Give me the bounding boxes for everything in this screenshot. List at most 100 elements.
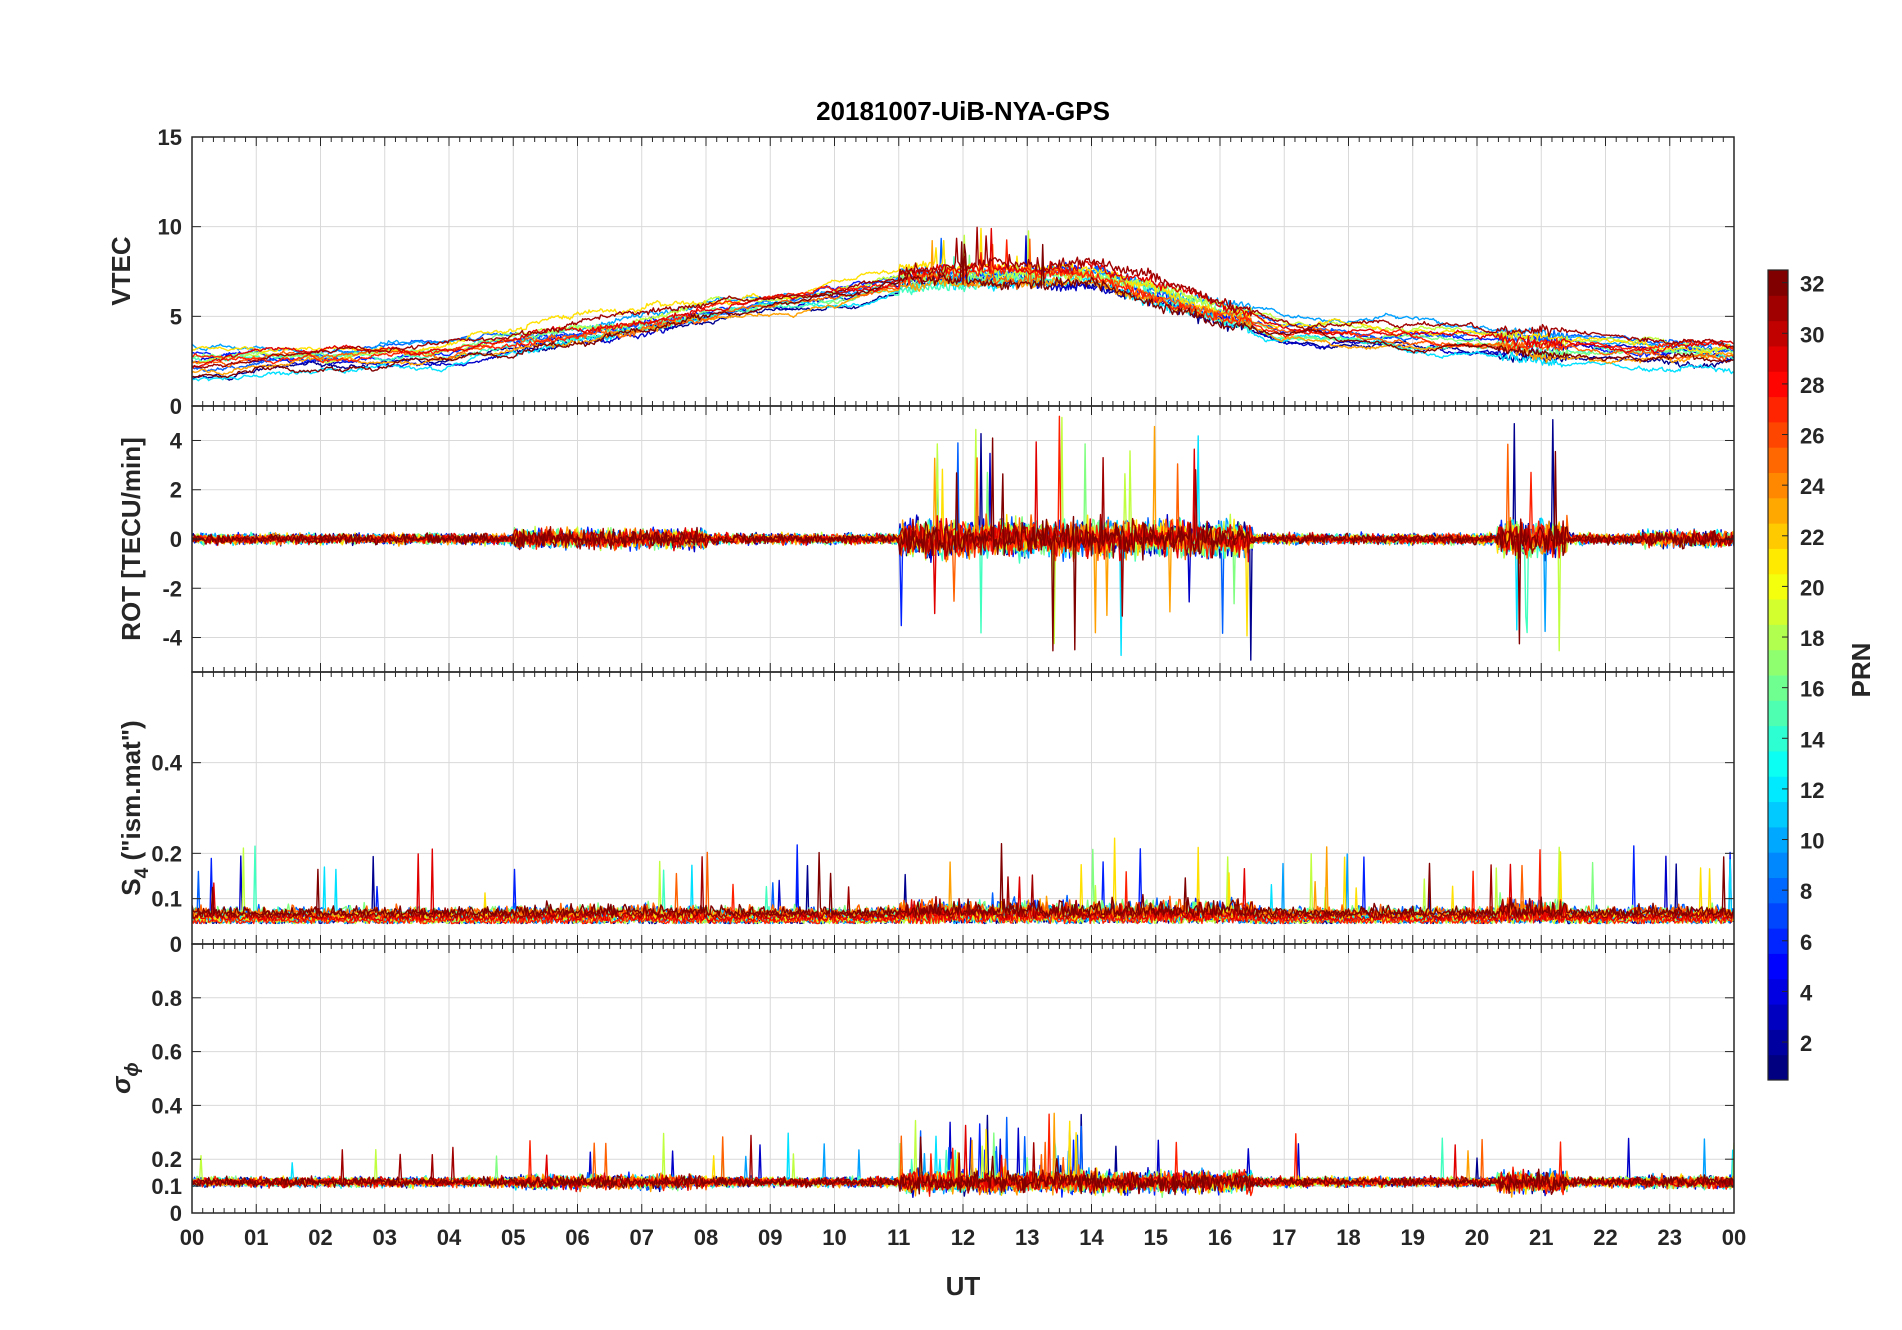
y-tick-label: -2	[162, 576, 182, 601]
colorbar-tick-label: 28	[1800, 373, 1824, 398]
rot-panel: -4 -2 0 2 4 ROT [TECU/min]	[116, 405, 1735, 673]
y-tick-label: -4	[162, 626, 182, 651]
y-tick-label: 0	[170, 527, 182, 552]
x-tick-label: 00	[1722, 1225, 1746, 1250]
y-tick-label: 0.4	[151, 751, 182, 776]
y-tick-label: 0	[170, 1201, 182, 1226]
colorbar-level	[1768, 523, 1788, 549]
x-tick-label: 19	[1401, 1225, 1425, 1250]
y-tick-label: 0.1	[151, 1174, 182, 1199]
vtec-panel: 0 5 10 15 VTEC	[106, 125, 1735, 419]
colorbar-tick-label: 30	[1800, 322, 1824, 347]
colorbar-level	[1768, 928, 1788, 954]
colorbar-level	[1768, 750, 1788, 777]
colorbar-tick-label: 20	[1800, 575, 1824, 600]
x-tick-label: 13	[1015, 1225, 1039, 1250]
y-axis-label: ROT [TECU/min]	[116, 437, 146, 641]
colorbar-level	[1768, 421, 1788, 448]
series-group	[192, 226, 1734, 382]
y-tick-label: 15	[158, 125, 182, 150]
series-line	[192, 843, 1734, 917]
colorbar-tick-label: 2	[1800, 1031, 1812, 1056]
x-tick-label: 16	[1208, 1225, 1232, 1250]
colorbar-frame	[1767, 269, 1789, 1081]
colorbar-level	[1768, 548, 1788, 575]
colorbar-level	[1768, 776, 1788, 803]
y-axis-label-sub: 4	[132, 867, 153, 878]
series-line	[192, 1134, 1734, 1194]
y-tick-label: 0.4	[151, 1093, 182, 1118]
x-tick-label: 12	[951, 1225, 975, 1250]
colorbar-level	[1768, 725, 1788, 752]
y-tick-label: 5	[170, 304, 182, 329]
y-tick-label: 0.8	[151, 986, 182, 1011]
colorbar-tick-label: 12	[1800, 778, 1824, 803]
colorbar-level	[1768, 826, 1788, 853]
x-tick-label: 11	[887, 1225, 910, 1250]
colorbar-level	[1768, 675, 1788, 701]
colorbar-level	[1768, 649, 1788, 676]
x-tick-label: 01	[244, 1225, 268, 1250]
x-tick-label: 08	[694, 1225, 718, 1250]
series-line	[192, 437, 1734, 652]
x-tick-label: 17	[1272, 1225, 1296, 1250]
colorbar-tick-label: 22	[1800, 525, 1824, 550]
colorbar-level	[1768, 1054, 1788, 1081]
y-axis-label: σϕ	[106, 1062, 143, 1094]
x-tick-label: 05	[501, 1225, 525, 1250]
colorbar-tick-label: 26	[1800, 424, 1824, 449]
colorbar-level	[1768, 700, 1788, 727]
y-tick-label: 4	[170, 428, 183, 453]
colorbar-level	[1768, 396, 1788, 423]
colorbar-level	[1768, 573, 1788, 600]
x-axis-label: UT	[946, 1271, 981, 1301]
x-tick-label: 00	[180, 1225, 204, 1250]
colorbar-tick-label: 16	[1800, 677, 1824, 702]
colorbar-tick-label: 4	[1800, 980, 1813, 1005]
x-tick-label: 06	[565, 1225, 589, 1250]
y-axis-label-main: S	[116, 878, 146, 895]
x-tick-label: 15	[1144, 1225, 1168, 1250]
colorbar-level	[1768, 1029, 1788, 1056]
y-tick-label: 2	[170, 478, 182, 503]
x-tick-label: 21	[1529, 1225, 1553, 1250]
colorbar-level	[1768, 599, 1788, 625]
colorbar-tick-label: 14	[1800, 727, 1825, 752]
colorbar-tick-label: 8	[1800, 879, 1812, 904]
colorbar-level	[1768, 345, 1788, 372]
x-tick-label: 07	[630, 1225, 654, 1250]
colorbar-level	[1768, 953, 1788, 980]
series-line	[192, 1124, 1734, 1195]
y-axis-label: VTEC	[106, 236, 136, 306]
series-line	[192, 241, 1734, 379]
y-tick-label: 0.1	[151, 887, 182, 912]
y-axis-label-sub: ϕ	[122, 1062, 143, 1076]
y-axis-label: S4 ("ism.mat")	[116, 720, 153, 895]
colorbar-label: PRN	[1846, 643, 1876, 698]
x-tick-label: 02	[308, 1225, 332, 1250]
y-axis-label-main: σ	[106, 1075, 136, 1094]
x-tick-label: 23	[1658, 1225, 1682, 1250]
x-tick-label: 18	[1336, 1225, 1360, 1250]
colorbar-tick-label: 6	[1800, 930, 1812, 955]
sigma-phi-panel: 00.10.2 0.4 0.6 0.8 σϕ	[106, 943, 1735, 1226]
s4-panel: 00.10.20.4S4 ("ism.mat")	[116, 671, 1735, 957]
colorbar-level	[1768, 447, 1788, 473]
y-tick-label: 0.6	[151, 1040, 182, 1065]
colorbar-level	[1768, 902, 1788, 929]
x-tick-label: 20	[1465, 1225, 1489, 1250]
series-group	[192, 837, 1734, 925]
x-axis: 00 01 02 03 04 05 06 07 08 09 10 11 12 13 14 15 16 17 18 19…	[180, 1225, 1746, 1250]
x-tick-label: 22	[1593, 1225, 1617, 1250]
colorbar-tick-label: 24	[1800, 474, 1825, 499]
chart-title: 20181007-UiB-NYA-GPS	[816, 96, 1110, 126]
colorbar-tick-label: 10	[1800, 829, 1824, 854]
x-tick-label: 10	[822, 1225, 846, 1250]
colorbar-level	[1768, 371, 1788, 398]
colorbar-level	[1768, 624, 1788, 651]
colorbar-level	[1768, 472, 1788, 499]
colorbar-level	[1768, 801, 1788, 828]
colorbar-tick-label: 32	[1800, 272, 1824, 297]
